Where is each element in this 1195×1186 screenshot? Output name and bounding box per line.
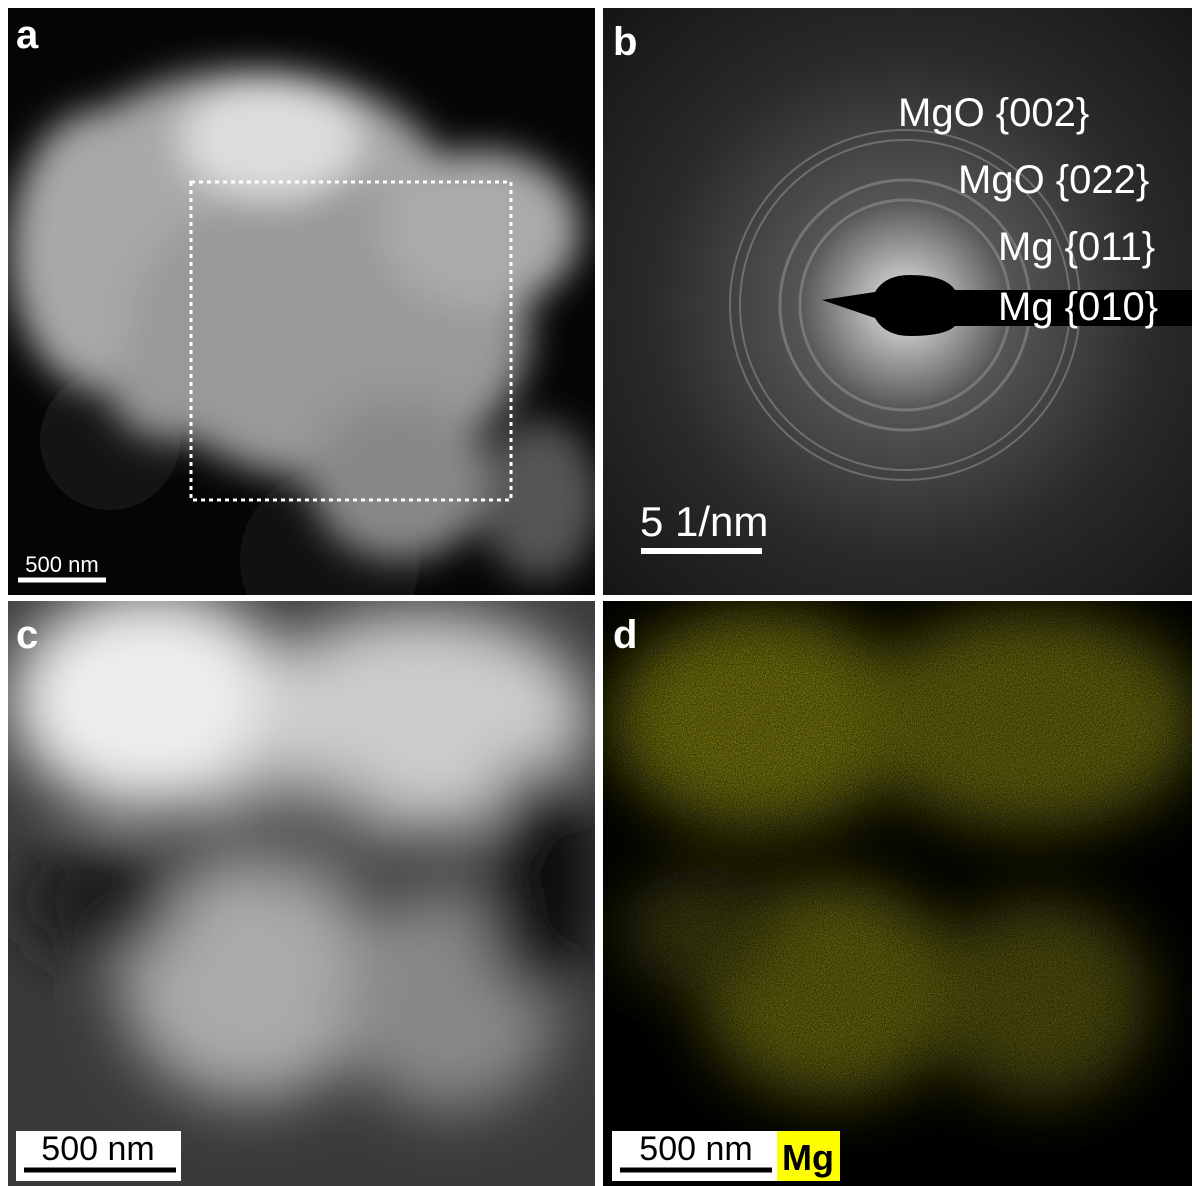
ring-label: MgO {022} xyxy=(958,158,1149,202)
panel-label: a xyxy=(16,13,39,57)
panel-label: d xyxy=(613,613,637,657)
panel-a: 500 nm a xyxy=(8,8,600,650)
panel-c: 500 nm c xyxy=(8,590,600,1186)
scale-bar-label: 5 1/nm xyxy=(640,498,768,545)
scale-bar-label: 500 nm xyxy=(639,1130,752,1168)
element-label: Mg xyxy=(782,1137,834,1178)
ring-label: Mg {011} xyxy=(998,225,1155,269)
panel-d: 500 nm Mg d xyxy=(603,601,1195,1186)
panel-label: c xyxy=(16,613,38,657)
ring-label: Mg {010} xyxy=(998,285,1158,329)
scale-bar-label: 500 nm xyxy=(25,552,98,577)
panel-b: MgO {002} MgO {022} Mg {011} Mg {010} 5 … xyxy=(603,8,1192,595)
ring-label: MgO {002} xyxy=(898,91,1089,135)
scale-bar-label: 500 nm xyxy=(41,1130,154,1168)
panel-label: b xyxy=(613,20,637,64)
figure: 500 nm a MgO {002} MgO {022} Mg {011} Mg… xyxy=(0,0,1195,1186)
